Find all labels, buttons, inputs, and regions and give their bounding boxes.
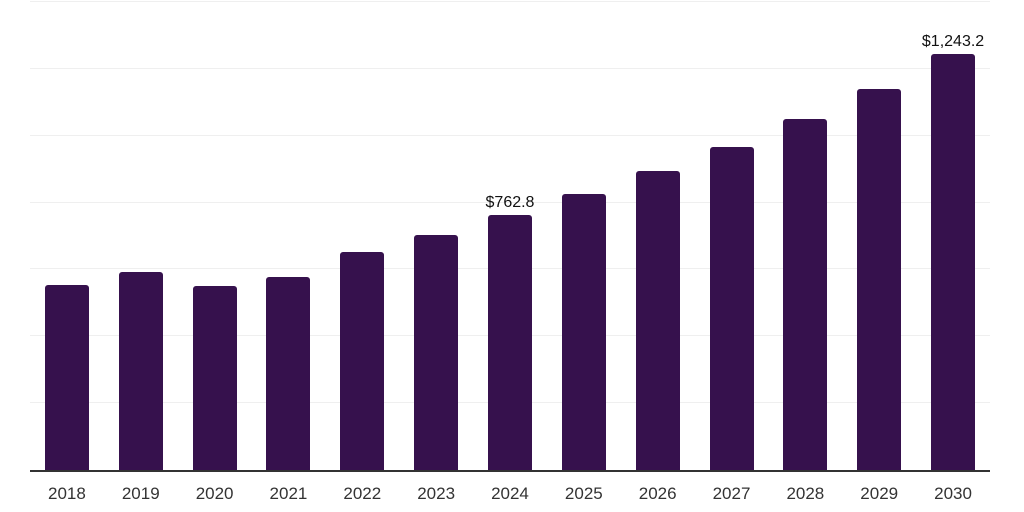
bars-container: $762.8 $1,243.2 [30,2,990,470]
bar-slot-2020 [178,2,252,470]
gridline-1000 [30,134,990,136]
x-tick-2020: 2020 [195,484,234,503]
gridline-1200 [30,67,990,69]
bar-slot-2027 [695,2,769,470]
bar-2019[interactable] [118,272,163,470]
x-tick-2028: 2028 [786,484,825,503]
bar-2022[interactable] [340,251,385,470]
bar-slot-2021 [252,2,326,470]
bar-slot-2023 [399,2,473,470]
bar-slot-2019 [104,2,178,470]
x-tick-2023: 2023 [417,484,456,503]
bar-slot-2018 [30,2,104,470]
x-tick-2018: 2018 [48,484,86,503]
bar-2020[interactable] [192,285,237,470]
bar-slot-2030: $1,243.2 [916,2,990,470]
bar-2030[interactable] [931,54,976,470]
bar-2021[interactable] [266,276,311,470]
bar-slot-2024: $762.8 [473,2,547,470]
bar-2027[interactable] [709,146,754,470]
bar-2029[interactable] [857,88,902,470]
x-tick-2026: 2026 [638,484,677,503]
bar-slot-2022 [325,2,399,470]
bar-2018[interactable] [44,285,89,470]
x-tick-2024: 2024 [491,484,529,503]
bar-2025[interactable] [561,193,606,470]
x-tick-2030: 2030 [934,484,972,503]
x-tick-2025: 2025 [564,484,603,503]
bar-slot-2026 [621,2,695,470]
x-axis-labels: 2018 2019 2020 2021 2022 2023 2024 2025 2026 2027… [30,472,990,512]
bar-2024[interactable] [487,215,532,470]
bar-2023[interactable] [414,235,459,470]
gridline-800 [30,201,990,203]
gridline-1400 [30,1,990,2]
bar-value-label-2030: $1,243.2 [921,33,985,51]
x-tick-2027: 2027 [712,484,751,503]
x-tick-2021: 2021 [269,484,308,503]
bar-slot-2025 [547,2,621,470]
bar-slot-2029 [842,2,916,470]
bar-2028[interactable] [783,118,828,470]
x-tick-2019: 2019 [121,484,160,503]
bar-value-label-2024: $762.8 [485,194,535,212]
bar-slot-2028 [768,2,842,470]
x-tick-2029: 2029 [860,484,899,503]
x-tick-2022: 2022 [343,484,382,503]
plot-area: $762.8 $1,243.2 [30,1,990,472]
bar-2026[interactable] [635,170,680,470]
